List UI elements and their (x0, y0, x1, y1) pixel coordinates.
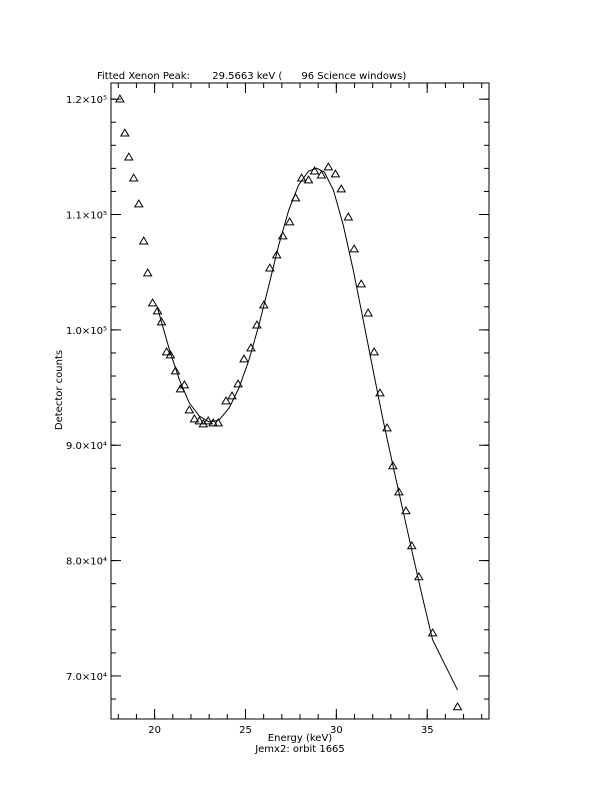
data-point (401, 506, 411, 515)
data-point (221, 396, 231, 405)
data-point (123, 152, 134, 161)
data-point (147, 298, 158, 307)
chart-title: Fitted Xenon Peak: 29.5663 keV ( 96 Scie… (97, 71, 406, 82)
y-tick-label: 9.0×10⁴ (66, 441, 107, 452)
data-point (323, 162, 334, 171)
data-point (170, 366, 181, 375)
data-point (330, 169, 341, 178)
data-point (309, 166, 320, 175)
data-point (184, 405, 195, 414)
data-point (271, 250, 282, 259)
data-point (128, 173, 139, 182)
subtitle: Jemx2: orbit 1665 (254, 744, 345, 755)
y-tick-label: 8.0×10⁴ (66, 557, 107, 568)
data-point (227, 391, 237, 400)
y-axis-label: Detector counts (54, 350, 65, 430)
x-axis-label: Energy (keV) (268, 733, 333, 744)
data-point (264, 263, 275, 272)
data-point (152, 306, 163, 315)
data-point (258, 300, 269, 309)
x-tick-label: 30 (330, 725, 343, 736)
data-point (316, 170, 327, 179)
data-point (369, 347, 380, 356)
data-point (363, 308, 374, 317)
data-point (179, 380, 190, 389)
data-point (239, 354, 249, 363)
data-point (115, 94, 125, 103)
data-point (387, 461, 398, 470)
data-point (156, 317, 167, 326)
y-tick-label: 1.1×10⁵ (66, 211, 107, 222)
fit-line (157, 167, 459, 691)
data-point (277, 231, 288, 240)
data-point (303, 175, 314, 184)
data-point (349, 244, 360, 253)
data-point (343, 212, 354, 221)
data-point (133, 199, 144, 208)
data-point (119, 128, 130, 137)
data-point (393, 487, 404, 496)
data-point (208, 418, 219, 427)
y-tick-label: 7.0×10⁴ (66, 672, 107, 683)
x-tick-label: 35 (421, 725, 434, 736)
data-point (142, 268, 153, 277)
data-point (356, 279, 367, 288)
data-point (452, 702, 463, 711)
y-tick-label: 1.2×10⁵ (66, 95, 107, 106)
x-tick-label: 20 (148, 725, 161, 736)
x-tick-label: 25 (239, 725, 252, 736)
y-tick-label: 1.0×10⁵ (66, 326, 107, 337)
data-point (284, 217, 295, 226)
data-point (189, 414, 200, 423)
data-point (161, 347, 172, 356)
data-point (165, 350, 176, 359)
data-point (175, 384, 186, 393)
data-point (138, 236, 149, 245)
data-point (213, 418, 224, 427)
data-point (336, 184, 347, 193)
data-point (194, 416, 205, 425)
